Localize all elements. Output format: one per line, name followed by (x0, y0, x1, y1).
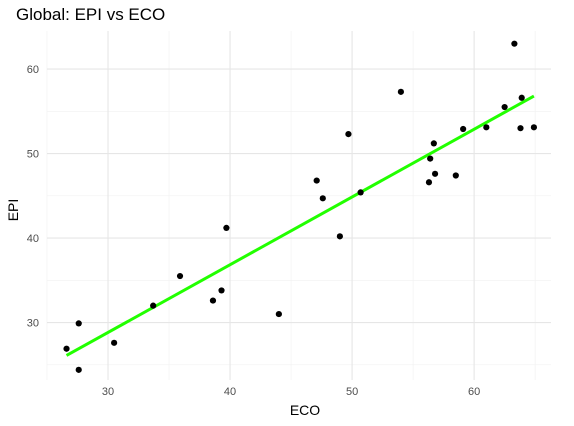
data-point (345, 130, 352, 138)
x-tick-label: 60 (468, 386, 480, 398)
data-point (452, 172, 459, 179)
data-point (313, 177, 320, 184)
x-tick-label: 50 (346, 386, 358, 398)
y-tick-label: 30 (27, 318, 39, 330)
data-point (511, 40, 518, 47)
chart-title: Global: EPI vs ECO (16, 5, 165, 24)
y-axis-title: EPI (5, 199, 21, 222)
data-point (357, 189, 364, 196)
data-point (430, 140, 437, 147)
data-point (75, 320, 82, 327)
data-point (501, 103, 508, 111)
data-point (75, 366, 82, 373)
data-point (150, 302, 157, 309)
data-point (530, 124, 538, 131)
data-point (427, 155, 434, 162)
data-point (275, 310, 282, 318)
x-axis-title: ECO (290, 402, 320, 418)
y-tick-label: 40 (27, 233, 39, 245)
x-tick-label: 40 (224, 386, 236, 398)
data-point (63, 345, 70, 352)
data-points (63, 40, 538, 373)
data-point (319, 195, 326, 202)
data-point (223, 224, 230, 231)
data-point (218, 287, 225, 294)
data-point (425, 179, 433, 186)
y-tick-label: 50 (27, 149, 39, 161)
x-axis-tick-labels: 30 40 50 60 (102, 386, 480, 398)
data-point (209, 297, 217, 304)
data-point (517, 125, 524, 132)
regression-line (65, 94, 535, 357)
x-tick-label: 30 (102, 386, 114, 398)
y-axis-tick-labels: 30 40 50 60 (27, 64, 39, 330)
y-tick-label: 60 (27, 64, 39, 76)
data-point (176, 272, 184, 280)
minor-gridlines (46, 31, 551, 380)
fit-line-layer (65, 94, 535, 357)
data-point (518, 94, 525, 101)
data-point (483, 124, 490, 131)
data-point (431, 170, 439, 177)
major-gridlines (47, 31, 551, 380)
data-point (336, 233, 343, 240)
data-point (111, 339, 118, 346)
data-point (397, 88, 404, 95)
data-point (460, 125, 467, 133)
